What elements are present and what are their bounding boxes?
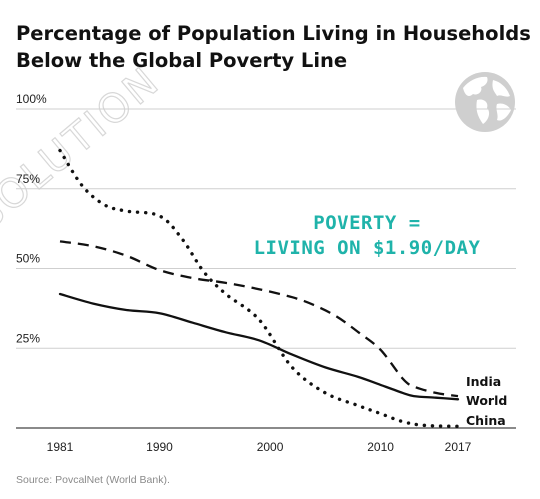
- annotation-line-2: LIVING ON $1.90/DAY: [254, 237, 481, 259]
- series-labels: India World China: [466, 374, 507, 428]
- chart-series: [58, 148, 460, 429]
- series-label-world: World: [466, 393, 507, 408]
- chart-title-line-2: Below the Global Poverty Line: [16, 49, 348, 72]
- chart-title-line-1: Percentage of Population Living in House…: [16, 22, 531, 45]
- series-line-world: [58, 292, 460, 401]
- y-tick-label: 25%: [16, 331, 40, 345]
- poverty-line-chart: SOLUTION 25% 50% 75% 100% 1981 1990 2000 2010 2…: [0, 57, 516, 454]
- x-tick-label: 2017: [445, 440, 472, 454]
- chart-gridlines: [16, 108, 516, 429]
- series-line-india: [59, 240, 459, 398]
- globe-icon: [455, 72, 515, 132]
- annotation-line-1: POVERTY =: [313, 212, 420, 234]
- x-tick-label: 2000: [257, 440, 284, 454]
- series-line-china: [58, 148, 460, 429]
- x-tick-label: 1990: [146, 440, 173, 454]
- chart-title: Percentage of Population Living in House…: [16, 20, 531, 74]
- series-label-india: India: [466, 374, 501, 389]
- series-label-china: China: [466, 413, 506, 428]
- y-tick-label: 100%: [16, 92, 47, 106]
- source-note: Source: PovcalNet (World Bank).: [16, 474, 170, 486]
- y-tick-label: 50%: [16, 252, 40, 266]
- y-axis-ticks: 25% 50% 75% 100%: [16, 92, 47, 345]
- watermark-text: SOLUTION: [0, 58, 169, 240]
- x-tick-label: 2010: [367, 440, 394, 454]
- x-tick-label: 1981: [47, 440, 74, 454]
- y-tick-label: 75%: [16, 172, 40, 186]
- x-axis-ticks: 1981 1990 2000 2010 2017: [47, 440, 472, 454]
